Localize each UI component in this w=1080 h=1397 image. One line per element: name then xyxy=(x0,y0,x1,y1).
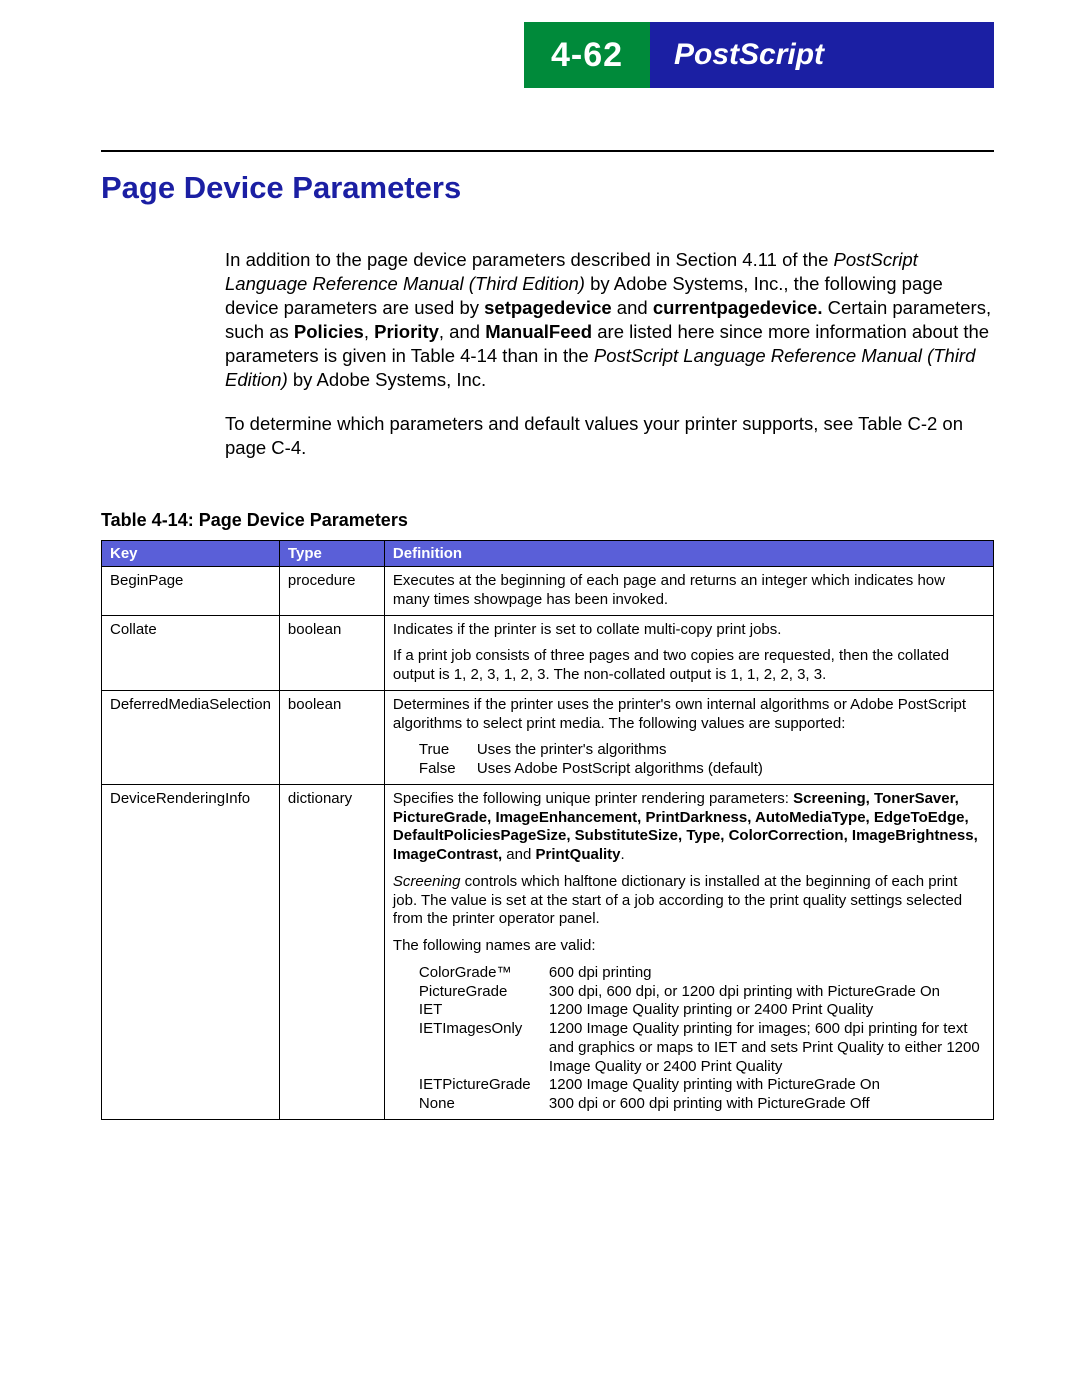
value-desc: Uses the printer's algorithms xyxy=(477,741,985,760)
bold-text: Priority xyxy=(374,321,439,342)
table-row: Collate boolean Indicates if the printer… xyxy=(102,615,994,690)
page-number-box: 4-62 xyxy=(524,22,650,88)
value-row: IETImagesOnly 1200 Image Quality printin… xyxy=(419,1020,985,1076)
value-desc: 1200 Image Quality printing or 2400 Prin… xyxy=(549,1001,985,1020)
text: and xyxy=(612,297,653,318)
horizontal-rule xyxy=(101,150,994,152)
text: Specifies the following unique printer r… xyxy=(393,790,793,807)
cell-type: procedure xyxy=(279,567,384,616)
table-row: BeginPage procedure Executes at the begi… xyxy=(102,567,994,616)
paragraph-2: To determine which parameters and defaul… xyxy=(225,412,994,460)
col-header-type: Type xyxy=(279,541,384,567)
def-text: Indicates if the printer is set to colla… xyxy=(393,621,985,640)
text: , and xyxy=(439,321,485,342)
text: and xyxy=(502,846,535,863)
page-number: 4-62 xyxy=(551,36,623,75)
bold-text: setpagedevice xyxy=(484,297,612,318)
value-row: IETPictureGrade 1200 Image Quality print… xyxy=(419,1076,985,1095)
value-row: IET 1200 Image Quality printing or 2400 … xyxy=(419,1001,985,1020)
col-header-def: Definition xyxy=(384,541,993,567)
value-key: ColorGrade™ xyxy=(419,964,549,983)
def-text: Specifies the following unique printer r… xyxy=(393,790,985,865)
value-desc: 300 dpi, 600 dpi, or 1200 dpi printing w… xyxy=(549,983,985,1002)
value-desc: Uses Adobe PostScript algorithms (defaul… xyxy=(477,760,985,779)
def-text: Screening controls which halftone dictio… xyxy=(393,873,985,929)
body-text: In addition to the page device parameter… xyxy=(225,248,994,480)
cell-def: Indicates if the printer is set to colla… xyxy=(384,615,993,690)
cell-key: DeferredMediaSelection xyxy=(102,690,280,784)
col-header-key: Key xyxy=(102,541,280,567)
value-desc: 1200 Image Quality printing with Picture… xyxy=(549,1076,985,1095)
table-header-row: Key Type Definition xyxy=(102,541,994,567)
cell-def: Specifies the following unique printer r… xyxy=(384,784,993,1119)
value-desc: 600 dpi printing xyxy=(549,964,985,983)
value-row: ColorGrade™ 600 dpi printing xyxy=(419,964,985,983)
text: by Adobe Systems, Inc. xyxy=(288,369,486,390)
value-key: IET xyxy=(419,1001,549,1020)
value-key: False xyxy=(419,760,477,779)
cell-type: boolean xyxy=(279,615,384,690)
table-caption: Table 4-14: Page Device Parameters xyxy=(101,510,408,531)
def-text: Determines if the printer uses the print… xyxy=(393,696,985,734)
bold-text: PrintQuality xyxy=(536,846,621,863)
value-key: IETImagesOnly xyxy=(419,1020,549,1076)
table-row: DeviceRenderingInfo dictionary Specifies… xyxy=(102,784,994,1119)
cell-def: Determines if the printer uses the print… xyxy=(384,690,993,784)
bold-text: currentpagedevice. xyxy=(653,297,823,318)
section-name: PostScript xyxy=(674,38,824,72)
paragraph-1: In addition to the page device parameter… xyxy=(225,248,994,392)
parameters-table: Key Type Definition BeginPage procedure … xyxy=(101,540,994,1120)
header-bar: 4-62 PostScript xyxy=(524,22,994,88)
value-row: PictureGrade 300 dpi, 600 dpi, or 1200 d… xyxy=(419,983,985,1002)
value-desc: 300 dpi or 600 dpi printing with Picture… xyxy=(549,1095,985,1114)
table-row: DeferredMediaSelection boolean Determine… xyxy=(102,690,994,784)
def-text: If a print job consists of three pages a… xyxy=(393,647,985,685)
cell-type: boolean xyxy=(279,690,384,784)
text: . xyxy=(621,846,625,863)
value-desc: 1200 Image Quality printing for images; … xyxy=(549,1020,985,1076)
cell-key: BeginPage xyxy=(102,567,280,616)
document-page: 4-62 PostScript Page Device Parameters I… xyxy=(0,0,1080,1397)
cell-type: dictionary xyxy=(279,784,384,1119)
text: In addition to the page device parameter… xyxy=(225,249,834,270)
value-row: None 300 dpi or 600 dpi printing with Pi… xyxy=(419,1095,985,1114)
value-list: True Uses the printer's algorithms False… xyxy=(419,741,985,779)
value-list: ColorGrade™ 600 dpi printing PictureGrad… xyxy=(419,964,985,1114)
def-text: The following names are valid: xyxy=(393,937,985,956)
value-key: PictureGrade xyxy=(419,983,549,1002)
text: , xyxy=(364,321,374,342)
cell-key: DeviceRenderingInfo xyxy=(102,784,280,1119)
value-row: False Uses Adobe PostScript algorithms (… xyxy=(419,760,985,779)
cell-def: Executes at the beginning of each page a… xyxy=(384,567,993,616)
italic-text: Screening xyxy=(393,873,461,890)
text: controls which halftone dictionary is in… xyxy=(393,873,962,928)
cell-key: Collate xyxy=(102,615,280,690)
bold-text: ManualFeed xyxy=(485,321,592,342)
bold-text: Policies xyxy=(294,321,364,342)
value-key: None xyxy=(419,1095,549,1114)
value-row: True Uses the printer's algorithms xyxy=(419,741,985,760)
value-key: True xyxy=(419,741,477,760)
value-key: IETPictureGrade xyxy=(419,1076,549,1095)
page-title: Page Device Parameters xyxy=(101,170,461,206)
